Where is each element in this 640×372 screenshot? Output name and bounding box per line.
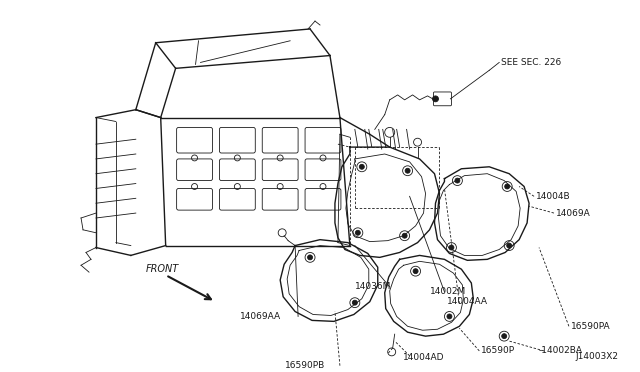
Text: 14069AA: 14069AA	[241, 312, 282, 321]
Text: FRONT: FRONT	[146, 264, 179, 274]
Text: 14004AD: 14004AD	[403, 353, 444, 362]
Text: 14002M: 14002M	[429, 287, 466, 296]
Text: J14003X2: J14003X2	[576, 352, 619, 361]
Text: SEE SEC. 226: SEE SEC. 226	[501, 58, 561, 67]
Circle shape	[433, 96, 438, 102]
Text: 14004B: 14004B	[536, 192, 571, 201]
Circle shape	[353, 300, 357, 305]
Circle shape	[402, 233, 407, 238]
Circle shape	[308, 255, 312, 260]
Text: 14004AA: 14004AA	[447, 297, 488, 306]
Circle shape	[405, 168, 410, 173]
Text: 14069A: 14069A	[556, 209, 591, 218]
Circle shape	[449, 245, 454, 250]
Circle shape	[413, 269, 418, 274]
Text: 16590PA: 16590PA	[571, 322, 611, 331]
Circle shape	[455, 178, 460, 183]
Text: 16590P: 16590P	[481, 346, 515, 355]
Circle shape	[447, 314, 452, 319]
Circle shape	[505, 184, 509, 189]
Circle shape	[359, 164, 364, 169]
Circle shape	[507, 243, 511, 248]
Circle shape	[502, 334, 507, 339]
Text: -14002BA: -14002BA	[539, 346, 583, 355]
Circle shape	[355, 230, 360, 235]
Text: 16590PB: 16590PB	[285, 361, 325, 370]
Text: 14036M: 14036M	[355, 282, 391, 291]
